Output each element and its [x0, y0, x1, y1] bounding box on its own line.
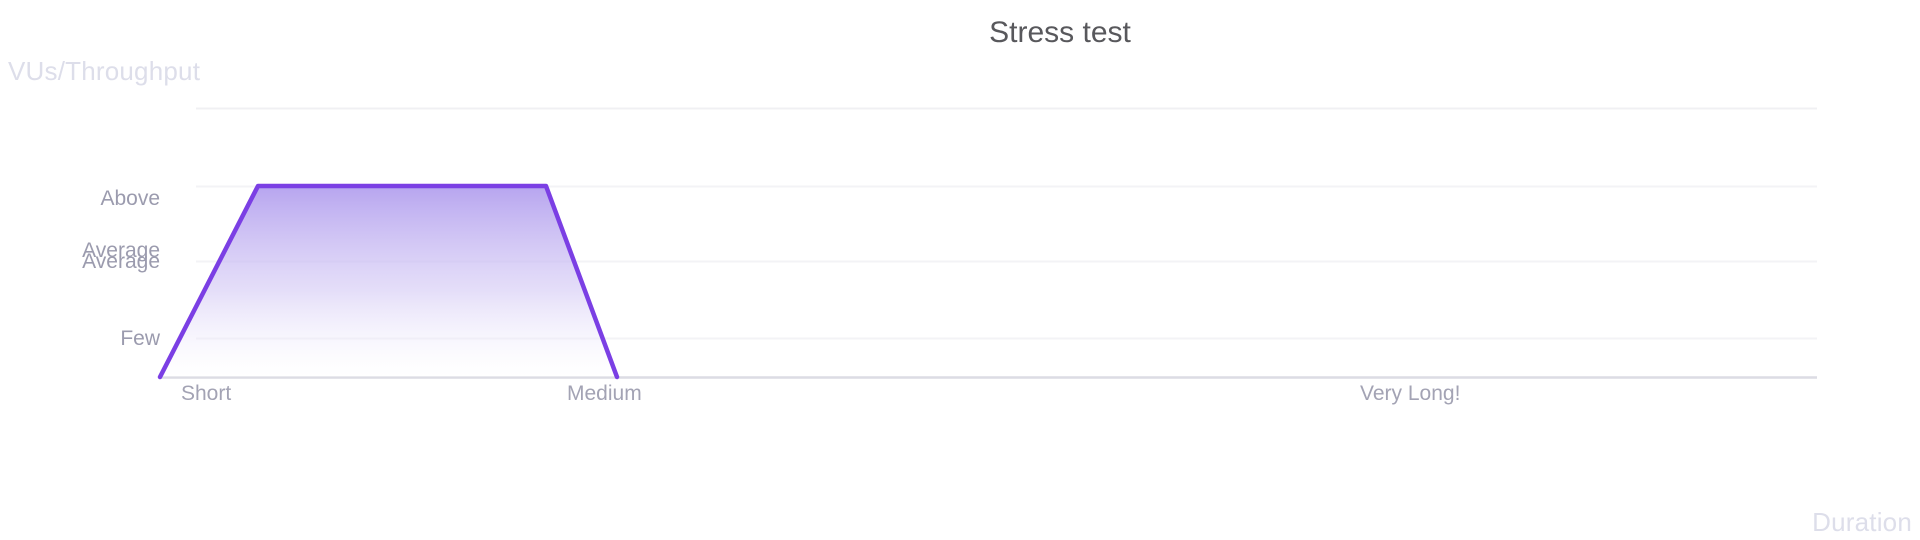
- y-tick-above-average-line2: Average: [82, 239, 160, 262]
- y-tick-labels: Above Average Average Few: [0, 0, 160, 540]
- x-axis-title: Duration: [1812, 507, 1912, 537]
- x-tick-medium: Medium: [567, 382, 642, 405]
- series-area-fill: [160, 186, 617, 377]
- chart-title: Stress test: [989, 16, 1131, 49]
- y-tick-few: Few: [120, 327, 160, 350]
- series-line[interactable]: [157, 183, 620, 380]
- x-tick-very-long: Very Long!: [1360, 382, 1461, 405]
- x-tick-short: Short: [181, 382, 232, 405]
- y-tick-above-average-line1: Above: [100, 187, 160, 210]
- y-axis-title: VUs/Throughput: [8, 56, 201, 86]
- y-tick-average: Average: [82, 250, 160, 273]
- y-tick-above-average: Above Average: [0, 160, 160, 264]
